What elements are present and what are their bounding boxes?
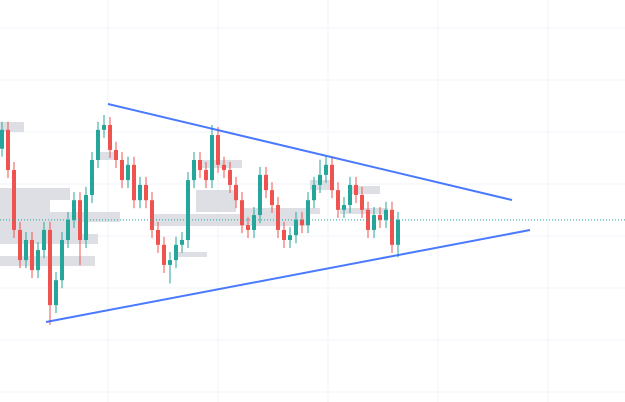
candle-body [288, 235, 292, 240]
candle-body [216, 135, 220, 165]
candle-body [12, 170, 16, 230]
profile-bar [0, 212, 120, 222]
candle-body [294, 219, 298, 236]
candle-body [66, 219, 70, 240]
candle-body [210, 135, 214, 181]
candle-body [252, 215, 256, 230]
candle-body [342, 205, 346, 210]
candles [0, 114, 400, 325]
candle-body [318, 174, 322, 185]
trendline [45, 229, 531, 323]
candle-body [282, 229, 286, 240]
candle-body [150, 200, 154, 230]
profile-bar [0, 122, 24, 132]
candle-body [120, 159, 124, 181]
candle-body [180, 239, 184, 245]
candle-body [30, 239, 34, 271]
candle-body [54, 280, 58, 306]
candle-body [102, 125, 106, 130]
profile-bar [0, 200, 50, 212]
candle-body [192, 159, 196, 181]
profile-bar [350, 186, 380, 194]
volume-profile [0, 122, 388, 266]
candle-body [336, 190, 340, 210]
candle-body [360, 194, 364, 210]
candle-body [240, 200, 244, 226]
candle-body [174, 244, 178, 261]
candle-body [366, 209, 370, 230]
candle-body [72, 200, 76, 220]
candle-body [204, 170, 208, 181]
profile-bar [0, 188, 70, 200]
profile-bar [196, 190, 236, 212]
candle-body [222, 164, 226, 171]
profile-bar [310, 180, 332, 190]
candle-body [96, 129, 100, 160]
candle-body [234, 184, 238, 201]
trendline [107, 103, 513, 201]
candle-body [330, 164, 334, 191]
candle-body [114, 149, 118, 160]
candle-body [60, 239, 64, 281]
candle-body [324, 164, 328, 175]
candle-body [372, 215, 376, 230]
candle-body [390, 209, 394, 245]
candle-body [36, 250, 40, 271]
candle-body [126, 164, 130, 181]
candle-body [168, 260, 172, 265]
candle-body [138, 184, 142, 201]
candle-body [156, 229, 160, 245]
candle-body [24, 239, 28, 261]
profile-bar [200, 160, 242, 168]
candle-body [270, 190, 274, 206]
profile-bar [340, 208, 388, 214]
candle-body [84, 194, 88, 240]
candle-body [144, 184, 148, 201]
candle-body [354, 184, 358, 195]
candle-body [162, 244, 166, 265]
candle-body [276, 205, 280, 230]
candle-body [6, 129, 10, 171]
candle-body [42, 229, 46, 251]
candle-body [312, 184, 316, 201]
candle-body [90, 159, 94, 195]
candle-body [246, 225, 250, 230]
candle-body [306, 200, 310, 226]
candle-body [78, 200, 82, 240]
candle-body [228, 170, 232, 185]
candle-body [396, 219, 400, 245]
profile-bar [175, 252, 207, 257]
candle-body [186, 180, 190, 240]
candle-body [18, 229, 22, 261]
candle-body [378, 215, 382, 220]
candle-body [198, 159, 202, 171]
candle-body [258, 174, 262, 216]
candle-body [300, 219, 304, 226]
candle-body [348, 184, 352, 206]
candle-body [264, 174, 268, 191]
candle-body [108, 125, 112, 150]
candle-body [384, 209, 388, 220]
candle-body [48, 229, 52, 306]
candle-body [132, 164, 136, 201]
candle-body [0, 129, 4, 149]
profile-bar [0, 256, 95, 266]
profile-bar [98, 152, 118, 160]
